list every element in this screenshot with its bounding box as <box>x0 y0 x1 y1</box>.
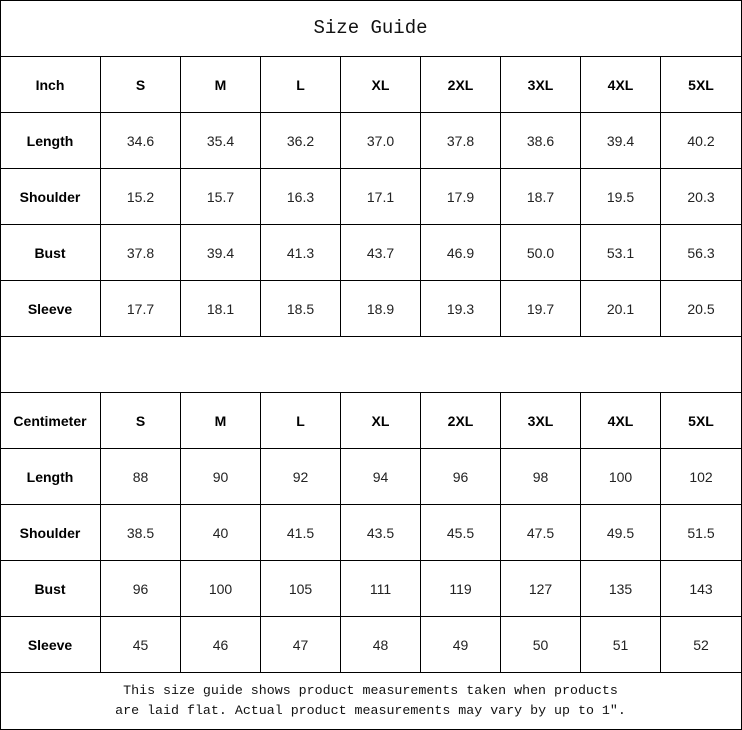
inch-measurement-cell: 15.7 <box>181 169 261 225</box>
inch-row-label: Sleeve <box>0 281 101 337</box>
inch-measurement-cell: 16.3 <box>261 169 341 225</box>
spacer-row <box>0 337 742 393</box>
centimeter-measurement-cell: 111 <box>341 561 421 617</box>
centimeter-measurement-cell: 135 <box>581 561 661 617</box>
centimeter-measurement-cell: 143 <box>661 561 742 617</box>
inch-measurement-cell: 39.4 <box>181 225 261 281</box>
centimeter-measurement-cell: 48 <box>341 617 421 673</box>
centimeter-size-header: 2XL <box>421 393 501 449</box>
centimeter-size-header: XL <box>341 393 421 449</box>
inch-measurement-cell: 41.3 <box>261 225 341 281</box>
inch-measurement-cell: 18.1 <box>181 281 261 337</box>
centimeter-measurement-cell: 45.5 <box>421 505 501 561</box>
centimeter-size-header: 3XL <box>501 393 581 449</box>
centimeter-measurement-cell: 102 <box>661 449 742 505</box>
inch-row-label: Shoulder <box>0 169 101 225</box>
centimeter-unit-header: Centimeter <box>0 393 101 449</box>
inch-row-label: Bust <box>0 225 101 281</box>
inch-measurement-cell: 35.4 <box>181 113 261 169</box>
inch-size-header: M <box>181 57 261 113</box>
footer-line-1: This size guide shows product measuremen… <box>123 683 618 698</box>
centimeter-measurement-cell: 92 <box>261 449 341 505</box>
inch-measurement-cell: 37.0 <box>341 113 421 169</box>
inch-size-header: 3XL <box>501 57 581 113</box>
centimeter-measurement-cell: 94 <box>341 449 421 505</box>
inch-size-header: 5XL <box>661 57 742 113</box>
centimeter-measurement-cell: 96 <box>101 561 181 617</box>
inch-size-header: 4XL <box>581 57 661 113</box>
inch-size-header: XL <box>341 57 421 113</box>
centimeter-measurement-cell: 50 <box>501 617 581 673</box>
inch-measurement-cell: 18.5 <box>261 281 341 337</box>
centimeter-measurement-cell: 46 <box>181 617 261 673</box>
inch-measurement-cell: 20.3 <box>661 169 742 225</box>
inch-measurement-cell: 19.5 <box>581 169 661 225</box>
inch-measurement-cell: 43.7 <box>341 225 421 281</box>
inch-measurement-cell: 37.8 <box>421 113 501 169</box>
inch-measurement-cell: 34.6 <box>101 113 181 169</box>
centimeter-measurement-cell: 43.5 <box>341 505 421 561</box>
centimeter-measurement-cell: 52 <box>661 617 742 673</box>
centimeter-measurement-cell: 41.5 <box>261 505 341 561</box>
inch-measurement-cell: 20.1 <box>581 281 661 337</box>
inch-measurement-cell: 18.7 <box>501 169 581 225</box>
centimeter-measurement-cell: 100 <box>581 449 661 505</box>
centimeter-measurement-cell: 105 <box>261 561 341 617</box>
inch-measurement-cell: 19.7 <box>501 281 581 337</box>
centimeter-measurement-cell: 47.5 <box>501 505 581 561</box>
inch-measurement-cell: 56.3 <box>661 225 742 281</box>
centimeter-measurement-cell: 40 <box>181 505 261 561</box>
centimeter-measurement-cell: 88 <box>101 449 181 505</box>
inch-measurement-cell: 38.6 <box>501 113 581 169</box>
inch-unit-header: Inch <box>0 57 101 113</box>
centimeter-size-header: L <box>261 393 341 449</box>
centimeter-measurement-cell: 38.5 <box>101 505 181 561</box>
centimeter-measurement-cell: 51 <box>581 617 661 673</box>
inch-measurement-cell: 40.2 <box>661 113 742 169</box>
inch-measurement-cell: 46.9 <box>421 225 501 281</box>
inch-measurement-cell: 18.9 <box>341 281 421 337</box>
centimeter-measurement-cell: 100 <box>181 561 261 617</box>
centimeter-row-label: Bust <box>0 561 101 617</box>
inch-measurement-cell: 39.4 <box>581 113 661 169</box>
page-title: Size Guide <box>0 0 742 57</box>
inch-measurement-cell: 53.1 <box>581 225 661 281</box>
inch-measurement-cell: 17.1 <box>341 169 421 225</box>
centimeter-size-header: 4XL <box>581 393 661 449</box>
inch-measurement-cell: 17.9 <box>421 169 501 225</box>
centimeter-row-label: Shoulder <box>0 505 101 561</box>
inch-measurement-cell: 19.3 <box>421 281 501 337</box>
centimeter-measurement-cell: 90 <box>181 449 261 505</box>
centimeter-size-header: 5XL <box>661 393 742 449</box>
centimeter-size-header: M <box>181 393 261 449</box>
centimeter-measurement-cell: 47 <box>261 617 341 673</box>
centimeter-measurement-cell: 127 <box>501 561 581 617</box>
inch-measurement-cell: 37.8 <box>101 225 181 281</box>
inch-row-label: Length <box>0 113 101 169</box>
inch-size-header: S <box>101 57 181 113</box>
centimeter-measurement-cell: 49.5 <box>581 505 661 561</box>
centimeter-measurement-cell: 49 <box>421 617 501 673</box>
inch-measurement-cell: 17.7 <box>101 281 181 337</box>
footer-line-2: are laid flat. Actual product measuremen… <box>115 703 626 718</box>
centimeter-measurement-cell: 119 <box>421 561 501 617</box>
centimeter-size-header: S <box>101 393 181 449</box>
inch-size-header: 2XL <box>421 57 501 113</box>
centimeter-measurement-cell: 96 <box>421 449 501 505</box>
footer-note: This size guide shows product measuremen… <box>0 673 742 730</box>
inch-measurement-cell: 50.0 <box>501 225 581 281</box>
centimeter-measurement-cell: 51.5 <box>661 505 742 561</box>
centimeter-measurement-cell: 98 <box>501 449 581 505</box>
centimeter-row-label: Sleeve <box>0 617 101 673</box>
inch-size-header: L <box>261 57 341 113</box>
centimeter-measurement-cell: 45 <box>101 617 181 673</box>
inch-measurement-cell: 15.2 <box>101 169 181 225</box>
inch-measurement-cell: 36.2 <box>261 113 341 169</box>
inch-measurement-cell: 20.5 <box>661 281 742 337</box>
centimeter-row-label: Length <box>0 449 101 505</box>
